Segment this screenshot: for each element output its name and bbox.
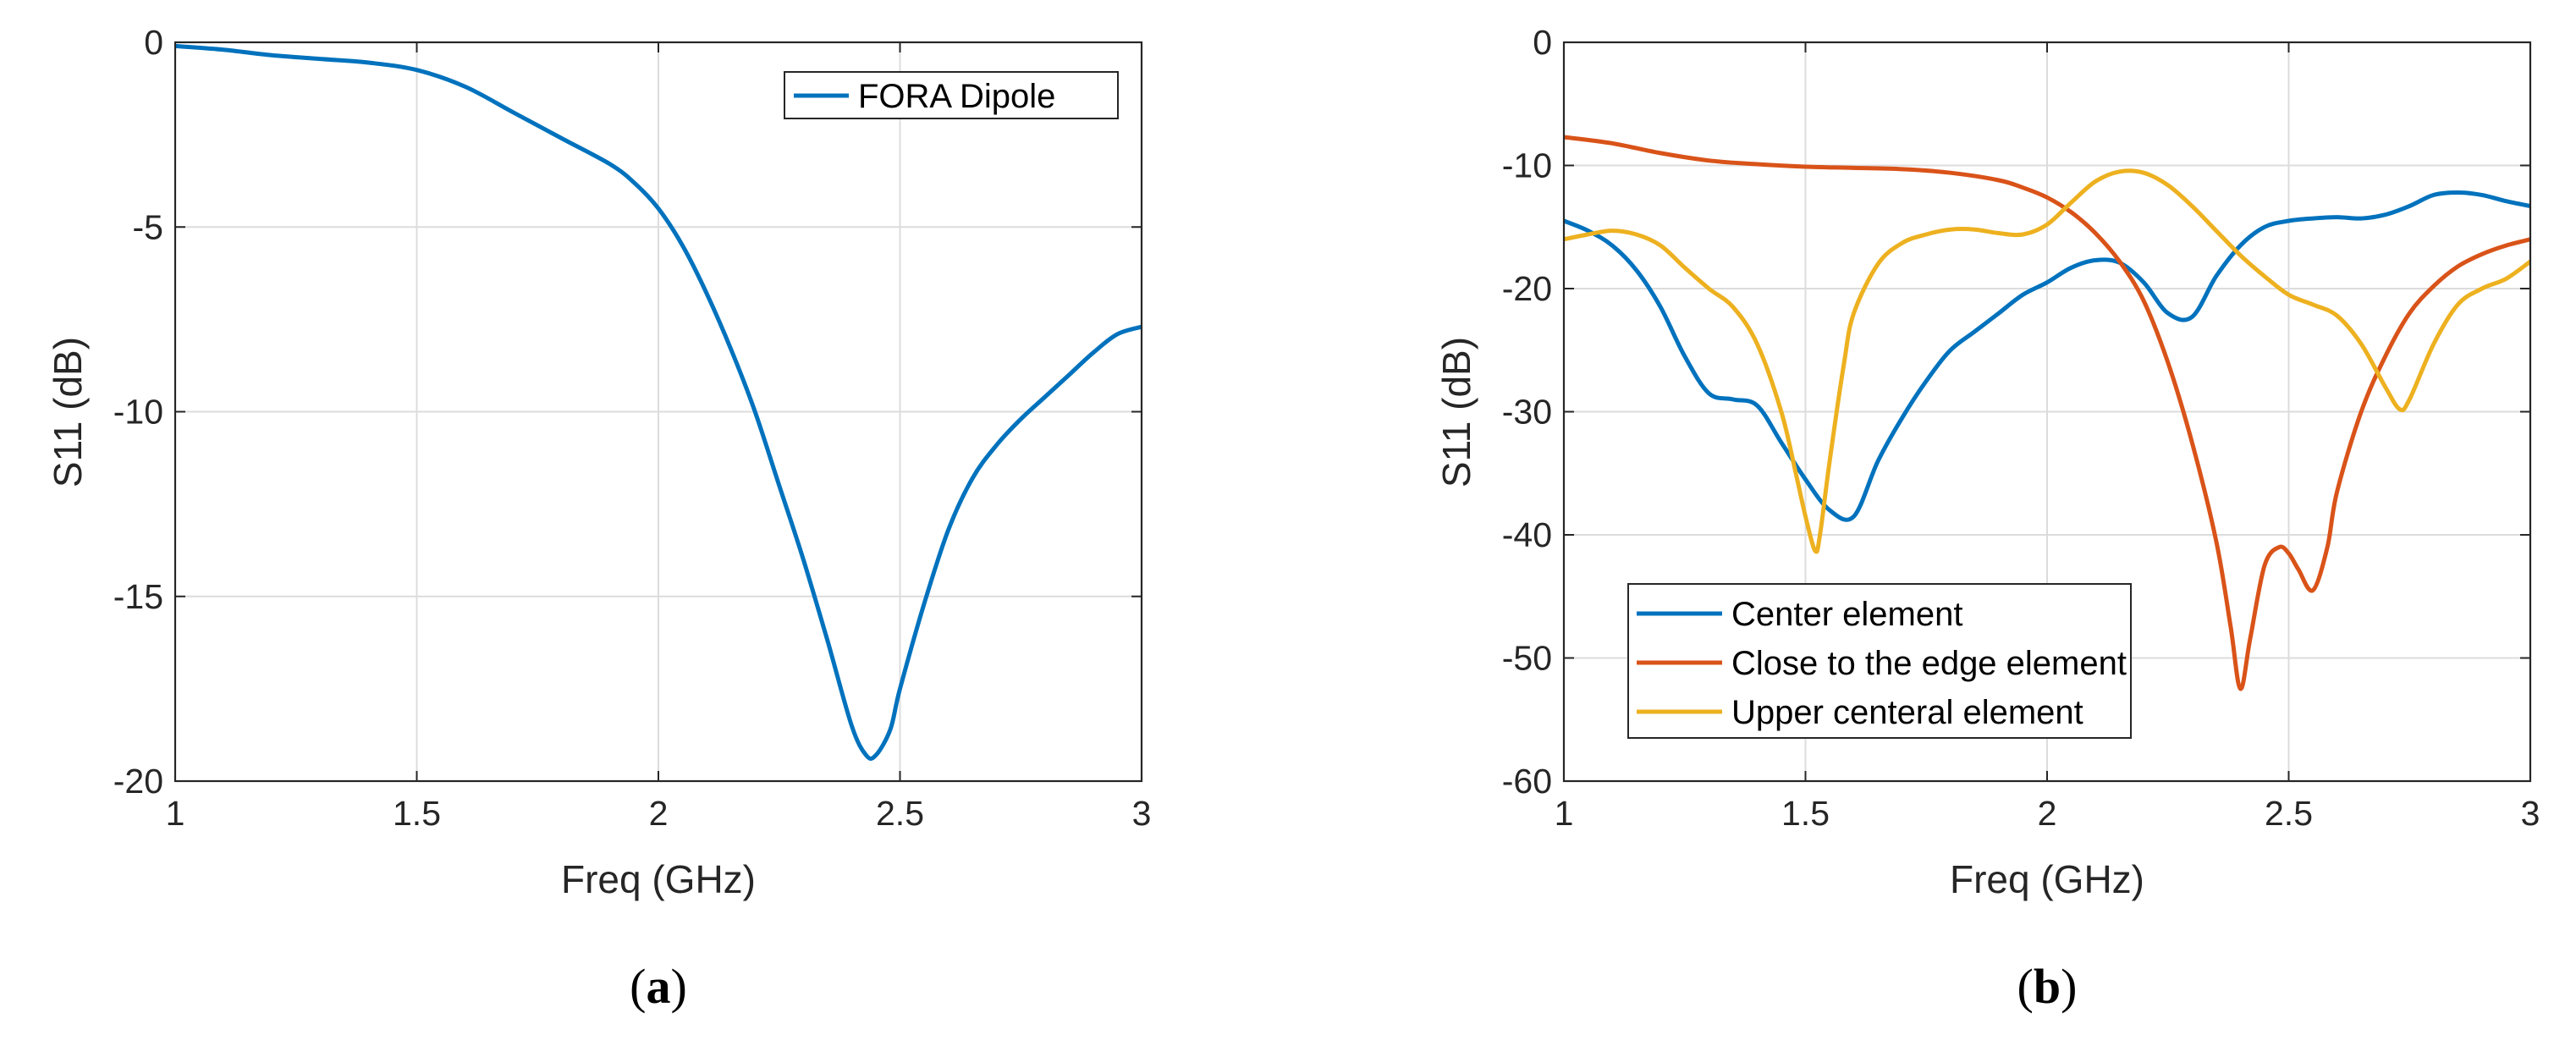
panel-a-series-line-1 xyxy=(175,43,1142,761)
panel-b-caption: (b) xyxy=(2017,959,2078,1014)
panel-b-legend: Center element Close to the edge element… xyxy=(1627,583,2132,739)
panel-b-y-tick-label: -20 xyxy=(1502,269,1552,308)
panel-b-x-tick-label: 2.5 xyxy=(2265,794,2313,833)
panel-a-x-tick-label: 2.5 xyxy=(876,794,924,833)
panel-b-y-tick-label: -40 xyxy=(1502,515,1552,554)
panel-a-caption: (a) xyxy=(630,959,687,1014)
panel-b-y-tick-label: 0 xyxy=(1533,23,1552,62)
panel-b-y-tick-label: -30 xyxy=(1502,393,1552,432)
panel-a-y-tick-label: -5 xyxy=(133,207,163,246)
panel-a-x-tick-label: 2 xyxy=(649,794,669,833)
panel-a-legend-label-0: FORA Dipole xyxy=(858,78,1055,115)
panel-b-series-line-3 xyxy=(1564,168,2530,554)
panel-b-legend-label-1: Close to the edge element xyxy=(1731,645,2127,682)
panel-a-ticks: 1 1.5 2 2.5 3 -20 -15 -10 -5 0 xyxy=(113,23,1152,833)
panel-b-y-tick-label: -50 xyxy=(1502,639,1552,678)
panel-b-caption-letter: b xyxy=(2034,959,2061,1014)
panel-b-series-line-1 xyxy=(1564,190,2530,522)
panel-a-y-tick-label: -10 xyxy=(113,393,163,432)
panel-a-y-axis-label: S11 (dB) xyxy=(46,337,90,487)
panel-b-x-tick-label: 1 xyxy=(1555,794,1574,833)
panel-a-x-tick-label: 3 xyxy=(1132,794,1152,833)
panel-a-gridlines xyxy=(175,42,1142,781)
panel-b-ticks: 1 1.5 2 2.5 3 -60 -50 -40 -30 -20 -10 0 xyxy=(1502,23,2540,833)
panel-a-x-axis-label: Freq (GHz) xyxy=(561,857,756,901)
panel-b-y-tick-label: -60 xyxy=(1502,762,1552,801)
panel-b-legend-label-0: Center element xyxy=(1731,596,1962,633)
panel-a-caption-letter: a xyxy=(647,959,671,1014)
panel-a-x-tick-label: 1.5 xyxy=(393,794,441,833)
panel-a-series-layer xyxy=(175,43,1142,761)
panel-a-y-tick-label: -15 xyxy=(113,577,163,616)
panel-a-x-tick-label: 1 xyxy=(166,794,185,833)
panel-a-y-tick-label: 0 xyxy=(144,23,163,62)
panel-b-y-tick-label: -10 xyxy=(1502,146,1552,185)
panel-b-series-line-2 xyxy=(1564,135,2530,691)
panel-a-chart: 1 1.5 2 2.5 3 -20 -15 -10 -5 0 Freq (GHz) S11 (dB… xyxy=(46,23,1151,1014)
panel-b-x-axis-label: Freq (GHz) xyxy=(1950,857,2144,901)
panel-a-legend: FORA Dipole xyxy=(784,71,1119,119)
panel-b-x-tick-label: 2 xyxy=(2038,794,2057,833)
panel-b-y-axis-label: S11 (dB) xyxy=(1434,337,1478,487)
panel-b-chart: 1 1.5 2 2.5 3-60-50-40-30-20-100 Freq (GHz) … xyxy=(1434,23,2540,1014)
panel-b-series-layer xyxy=(1564,135,2530,691)
panel-b-x-tick-label: 3 xyxy=(2521,794,2540,833)
panel-a-y-tick-label: -20 xyxy=(113,762,163,801)
panel-b-x-tick-label: 1.5 xyxy=(1781,794,1830,833)
panel-b-legend-label-2: Upper centeral element xyxy=(1731,694,2083,731)
